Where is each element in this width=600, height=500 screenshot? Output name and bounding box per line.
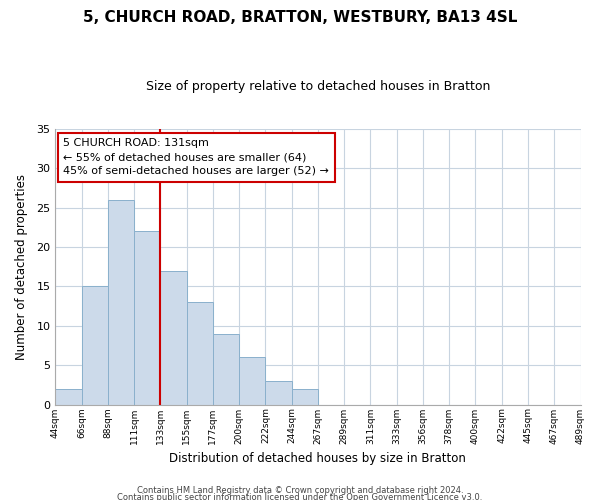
Bar <box>134 232 160 404</box>
Text: Contains public sector information licensed under the Open Government Licence v3: Contains public sector information licen… <box>118 494 482 500</box>
Text: 5, CHURCH ROAD, BRATTON, WESTBURY, BA13 4SL: 5, CHURCH ROAD, BRATTON, WESTBURY, BA13 … <box>83 10 517 25</box>
Bar <box>239 358 265 405</box>
Text: Contains HM Land Registry data © Crown copyright and database right 2024.: Contains HM Land Registry data © Crown c… <box>137 486 463 495</box>
Bar <box>55 389 82 404</box>
Bar <box>292 389 318 404</box>
Bar <box>187 302 213 404</box>
Bar <box>108 200 134 404</box>
Bar <box>265 381 292 404</box>
Bar <box>160 270 187 404</box>
Text: 5 CHURCH ROAD: 131sqm
← 55% of detached houses are smaller (64)
45% of semi-deta: 5 CHURCH ROAD: 131sqm ← 55% of detached … <box>63 138 329 176</box>
Bar <box>82 286 108 405</box>
Bar <box>213 334 239 404</box>
Title: Size of property relative to detached houses in Bratton: Size of property relative to detached ho… <box>146 80 490 93</box>
X-axis label: Distribution of detached houses by size in Bratton: Distribution of detached houses by size … <box>169 452 466 465</box>
Y-axis label: Number of detached properties: Number of detached properties <box>15 174 28 360</box>
